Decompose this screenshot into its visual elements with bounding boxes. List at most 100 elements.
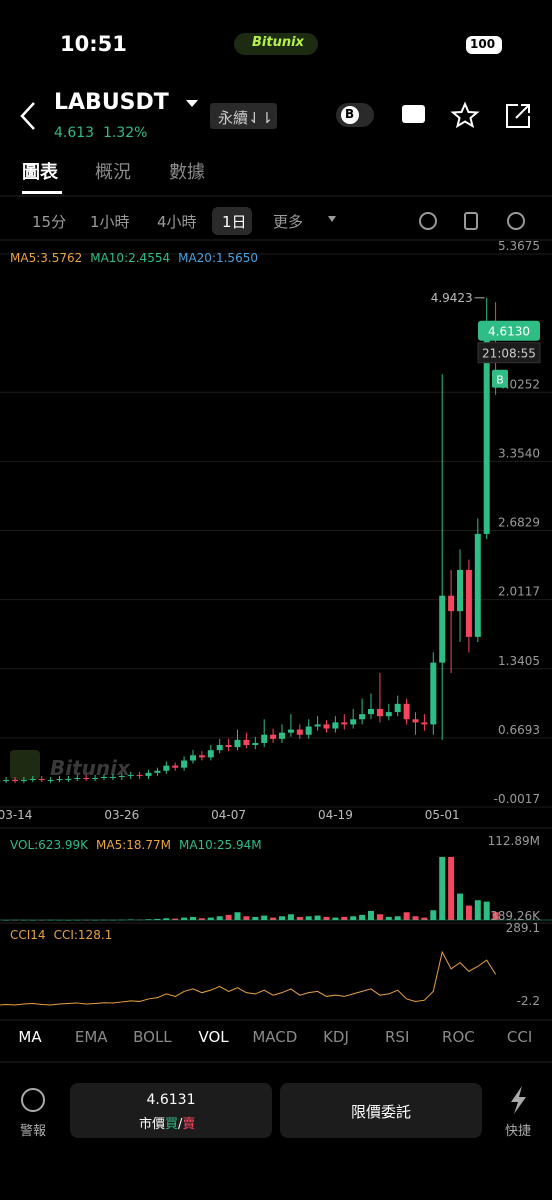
candle-body xyxy=(154,770,161,773)
candle-body xyxy=(332,722,339,729)
share-icon[interactable] xyxy=(506,104,530,128)
contract[interactable]: 永續⇃⇂ xyxy=(218,109,274,127)
settings-icon[interactable] xyxy=(507,212,525,230)
indicator-tab[interactable]: VOL xyxy=(198,1028,229,1046)
b-icon xyxy=(341,106,359,124)
more-icon[interactable] xyxy=(328,216,336,222)
battery: 100 xyxy=(470,37,496,51)
candle-body xyxy=(136,774,143,776)
volume-bar xyxy=(154,918,161,920)
volume-bar xyxy=(252,916,259,920)
candle-body xyxy=(350,719,357,725)
refresh-icon[interactable] xyxy=(419,212,437,230)
legend-entry: MA5:18.77M xyxy=(96,838,171,852)
indicator-tab[interactable]: ROC xyxy=(442,1028,475,1046)
candle-body xyxy=(181,760,188,768)
candle-body xyxy=(92,777,99,780)
y-tick-label: 4.0252 xyxy=(498,377,540,391)
candle-body xyxy=(172,765,179,768)
back-icon[interactable] xyxy=(20,102,35,130)
candle-body xyxy=(296,729,303,735)
candle-body xyxy=(207,750,214,758)
x-tick-label: 04-19 xyxy=(318,808,353,822)
interval[interactable]: 4小時 xyxy=(157,213,197,231)
candle-body xyxy=(12,780,18,782)
interval[interactable]: 15分 xyxy=(32,213,67,231)
candle-body xyxy=(341,722,348,725)
volume-bar xyxy=(181,917,188,920)
volume-bar xyxy=(172,918,179,920)
interval[interactable]: 更多 xyxy=(273,213,304,231)
candle-body xyxy=(323,724,330,729)
candle-body xyxy=(83,777,90,780)
dropdown-icon[interactable] xyxy=(186,100,198,107)
candle-body xyxy=(403,703,410,720)
volume-bar xyxy=(430,910,437,920)
indicator-tab[interactable]: MACD xyxy=(252,1028,298,1046)
volume-bar xyxy=(350,916,357,920)
buy-marker xyxy=(492,369,508,388)
alert-icon[interactable] xyxy=(21,1088,45,1112)
limit-order[interactable]: 限價委託 xyxy=(350,1103,412,1121)
separator: / xyxy=(178,1117,183,1132)
volume-bar xyxy=(341,916,348,920)
message-icon[interactable] xyxy=(402,105,425,123)
indicator-tab[interactable]: EMA xyxy=(74,1028,108,1046)
last-price-tag xyxy=(478,320,540,341)
quick-label[interactable]: 快捷 xyxy=(505,1124,532,1139)
volume-bar xyxy=(198,918,205,920)
volume-bar xyxy=(261,915,268,920)
alert-label[interactable]: 警報 xyxy=(20,1124,47,1139)
time: 10:51 xyxy=(60,32,127,56)
candle-body xyxy=(216,745,223,751)
candle-body xyxy=(385,712,392,717)
tab[interactable]: 概況 xyxy=(95,162,131,183)
candle-body xyxy=(287,729,294,733)
tab[interactable]: 圖表 xyxy=(22,162,58,183)
y-tick-label: 289.1 xyxy=(506,921,540,935)
volume-bar xyxy=(207,917,214,920)
limit-button[interactable] xyxy=(280,1083,482,1138)
indicator-tab[interactable]: BOLL xyxy=(133,1028,172,1046)
volume-bar xyxy=(305,916,312,920)
y-tick-label: 2.6829 xyxy=(498,516,540,530)
y-tick-label: 2.0117 xyxy=(498,585,540,599)
candle-body xyxy=(483,322,490,534)
y-tick-label: 1.3405 xyxy=(498,654,540,668)
market-order[interactable]: 市價買/賣 xyxy=(139,1113,195,1132)
brand: Bitunix xyxy=(252,35,304,50)
market-button[interactable] xyxy=(70,1083,272,1138)
volume-bar xyxy=(296,916,303,920)
symbol[interactable]: LABUSDT xyxy=(54,90,169,115)
candle-body xyxy=(65,779,72,781)
candle-body xyxy=(368,708,374,715)
volume-bar xyxy=(314,915,321,920)
y-tick-label: 389.26K xyxy=(490,909,541,923)
candle-body xyxy=(20,780,27,782)
legend-entry: MA10:2.4554 xyxy=(90,251,170,265)
indicator-tab[interactable]: CCI xyxy=(506,1028,533,1046)
candle-body xyxy=(225,745,232,748)
tab[interactable]: 數據 xyxy=(169,162,205,183)
fullscreen-icon[interactable] xyxy=(10,750,40,780)
star-icon[interactable] xyxy=(450,101,480,129)
candle-body xyxy=(163,765,170,771)
interval[interactable]: 1小時 xyxy=(90,213,130,231)
market-price[interactable]: 4.6131 xyxy=(146,1092,196,1108)
volume-bar xyxy=(145,919,152,920)
sell-label: 賣 xyxy=(182,1117,196,1132)
candle-body xyxy=(270,734,277,739)
indicator-tab[interactable]: MA xyxy=(18,1028,42,1046)
candle-body xyxy=(465,569,472,637)
copy-icon[interactable] xyxy=(464,212,478,230)
indicator-tab[interactable]: KDJ xyxy=(323,1028,349,1046)
volume-bar xyxy=(385,916,392,920)
candle-body xyxy=(3,780,10,782)
y-tick-label: -2.2 xyxy=(517,994,540,1008)
candle-body xyxy=(439,595,446,663)
indicator-tab[interactable]: RSI xyxy=(385,1028,410,1046)
interval[interactable]: 1日 xyxy=(222,213,247,231)
quick-icon[interactable] xyxy=(511,1086,526,1114)
candle-body xyxy=(359,714,366,720)
